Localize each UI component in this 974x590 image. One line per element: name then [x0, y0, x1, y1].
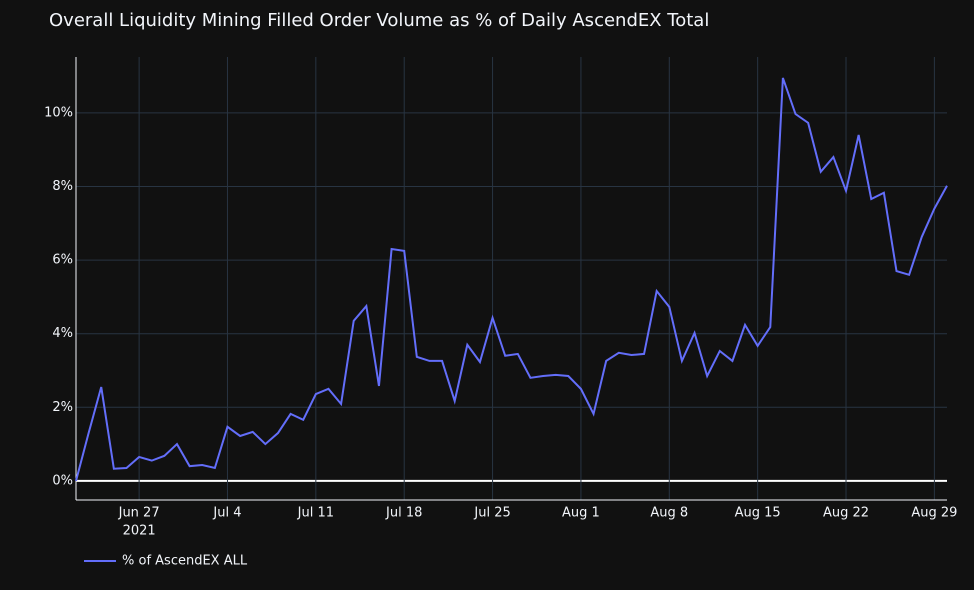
- x-year-label: 2021: [123, 524, 156, 539]
- x-tick-label: Aug 8: [650, 506, 688, 521]
- y-tick-label: 8%: [52, 179, 73, 194]
- x-tick-label: Jul 11: [297, 506, 334, 521]
- x-tick-label: Aug 22: [823, 506, 869, 521]
- x-tick-label: Jul 18: [385, 506, 422, 521]
- y-tick-label: 2%: [52, 400, 73, 415]
- x-tick-label: Aug 29: [911, 506, 957, 521]
- y-tick-label: 0%: [52, 473, 73, 488]
- y-tick-label: 4%: [52, 326, 73, 341]
- x-tick-label: Jun 27: [118, 506, 160, 521]
- x-tick-label: Aug 1: [562, 506, 600, 521]
- legend-label: % of AscendEX ALL: [122, 554, 248, 569]
- x-tick-label: Jul 4: [212, 506, 241, 521]
- x-tick-label: Jul 25: [473, 506, 510, 521]
- x-tick-label: Aug 15: [735, 506, 781, 521]
- line-series: [75, 77, 948, 482]
- y-tick-label: 6%: [52, 253, 73, 268]
- y-tick-label: 10%: [44, 105, 73, 120]
- chart-title: Overall Liquidity Mining Filled Order Vo…: [49, 10, 709, 31]
